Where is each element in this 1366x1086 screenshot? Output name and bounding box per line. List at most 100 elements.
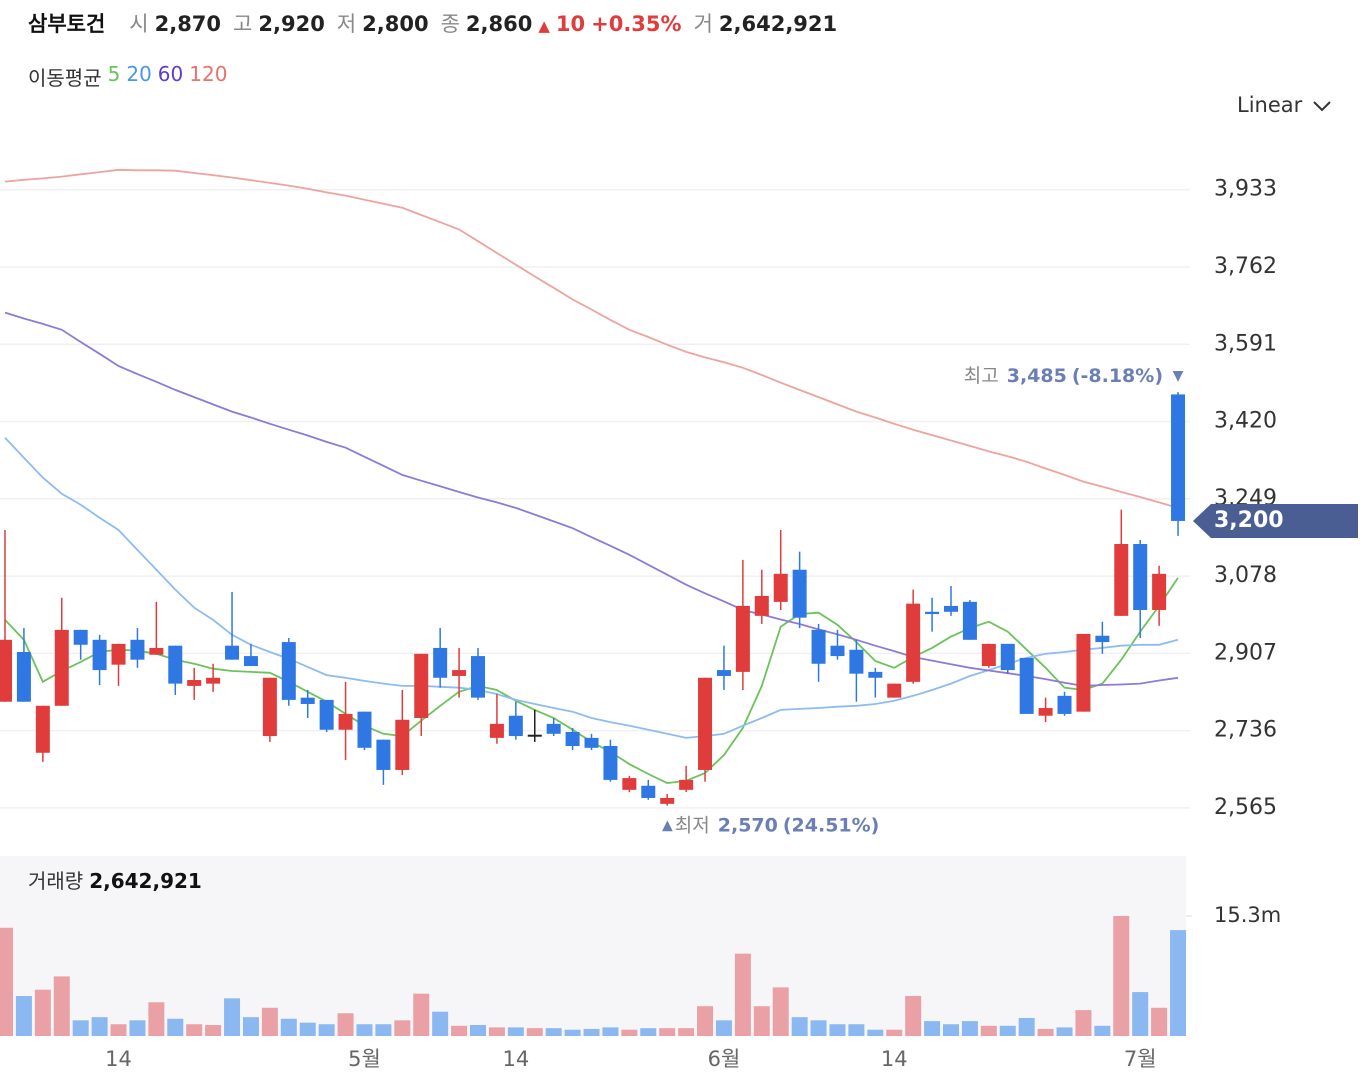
volume-bar xyxy=(734,953,751,1036)
change: 10 xyxy=(555,12,586,36)
candle-body xyxy=(962,601,977,640)
volume-bar xyxy=(678,1028,695,1036)
candle-body xyxy=(471,656,485,698)
low-value: 2,570 xyxy=(718,814,778,836)
candle-body xyxy=(944,605,958,612)
candle-body xyxy=(1057,695,1072,714)
volume-bar xyxy=(980,1025,997,1036)
candle-body xyxy=(849,649,864,674)
candle-body xyxy=(92,639,107,671)
ma-legend-item: 5 xyxy=(107,62,121,86)
ma-line xyxy=(4,311,1179,687)
volume-bar xyxy=(810,1020,827,1036)
volume-bar xyxy=(1056,1027,1073,1036)
volume-bar xyxy=(791,1017,808,1036)
volume-bar xyxy=(318,1024,335,1036)
volume-bar xyxy=(905,996,922,1036)
volume-bar xyxy=(148,1002,165,1036)
volume-bar xyxy=(697,1006,714,1036)
candle-body xyxy=(546,723,561,734)
x-tick-label: 14 xyxy=(502,1047,529,1071)
candle-body xyxy=(376,739,391,770)
volume-bar xyxy=(961,1021,978,1036)
volume-value: 2,642,921 xyxy=(89,869,202,893)
scale-menu[interactable]: Linear xyxy=(1237,93,1331,117)
candle-body xyxy=(1133,544,1148,610)
candle-body xyxy=(887,683,902,698)
field-value: 2,870 xyxy=(154,12,222,36)
ma-legend-title: 이동평균 xyxy=(28,66,102,90)
field-label: 시 xyxy=(129,12,149,36)
volume-bar xyxy=(375,1024,392,1036)
candle-body xyxy=(868,671,883,678)
y-tick-label: 3,078 xyxy=(1214,563,1277,588)
volume-bar xyxy=(72,1020,89,1036)
volume-bar xyxy=(280,1018,297,1036)
ma-legend-item: 60 xyxy=(157,62,184,86)
volume-bar xyxy=(470,1025,486,1036)
candle-body xyxy=(527,734,542,737)
candle-body xyxy=(433,647,448,678)
volume-bar xyxy=(129,1020,146,1036)
ma-legend-item: 120 xyxy=(189,62,228,86)
x-tick-label: 5월 xyxy=(348,1047,381,1071)
y-tick-label: 3,420 xyxy=(1214,409,1277,434)
candle-body xyxy=(584,737,599,748)
candle-body xyxy=(1114,544,1129,616)
candle-body xyxy=(622,778,637,790)
candle-body xyxy=(281,642,296,700)
volume-bar xyxy=(337,1013,354,1036)
y-tick-label: 3,591 xyxy=(1214,331,1277,356)
y-tick-label: 3,933 xyxy=(1214,177,1277,202)
volume-bar xyxy=(564,1029,581,1036)
volume-bar xyxy=(507,1027,524,1036)
candle-body xyxy=(225,645,240,660)
candle-body xyxy=(1000,643,1015,671)
candle-body xyxy=(660,797,675,804)
volume-bar xyxy=(91,1017,108,1036)
field-label: 종 xyxy=(440,12,460,36)
volume-bar xyxy=(621,1029,638,1036)
candle-body xyxy=(243,656,258,667)
scale-menu-label[interactable]: Linear xyxy=(1237,93,1303,117)
candle-body xyxy=(906,603,921,682)
low-label: 최저 xyxy=(675,814,710,836)
volume-bar xyxy=(488,1027,505,1036)
candle-body xyxy=(16,652,31,702)
last-price-badge xyxy=(1193,503,1358,538)
candle-body xyxy=(338,713,353,730)
volume-bar xyxy=(999,1025,1016,1036)
candle-body xyxy=(716,670,731,676)
stock-name: 삼부토건 xyxy=(28,12,106,36)
candle-body xyxy=(735,605,750,672)
change-arrow: ▲ xyxy=(538,17,550,35)
volume-bar xyxy=(205,1025,222,1036)
volume-bar xyxy=(394,1020,411,1036)
high-arrow: ▼ xyxy=(1173,368,1184,384)
low-annotation: ▲ 최저 2,570 (24.51%) xyxy=(662,814,879,836)
candle-body xyxy=(679,779,694,790)
candle-body xyxy=(1152,573,1167,610)
volume-bar xyxy=(413,993,430,1036)
x-tick-label: 14 xyxy=(881,1047,908,1071)
volume-value: 2,642,921 xyxy=(718,12,838,36)
volume-bar xyxy=(1094,1025,1111,1036)
volume-bar xyxy=(1037,1028,1054,1036)
volume-bar xyxy=(299,1022,316,1036)
volume-bar xyxy=(659,1028,676,1036)
candle-body xyxy=(925,611,940,615)
candle-body xyxy=(641,785,656,798)
candle-body xyxy=(1038,708,1053,716)
candle-body xyxy=(206,677,221,684)
chevron[interactable] xyxy=(1311,98,1333,114)
candle-body xyxy=(1019,657,1034,714)
candle-body xyxy=(395,719,410,770)
candle-body xyxy=(773,573,788,602)
high-value: 3,485 xyxy=(1007,365,1067,387)
candle-body xyxy=(187,680,202,686)
volume-bar xyxy=(715,1020,732,1036)
volume-bar xyxy=(242,1017,259,1036)
volume-bar xyxy=(526,1028,543,1036)
volume-title: 거래량 2,642,921 xyxy=(28,869,202,893)
volume-bar xyxy=(545,1028,562,1036)
